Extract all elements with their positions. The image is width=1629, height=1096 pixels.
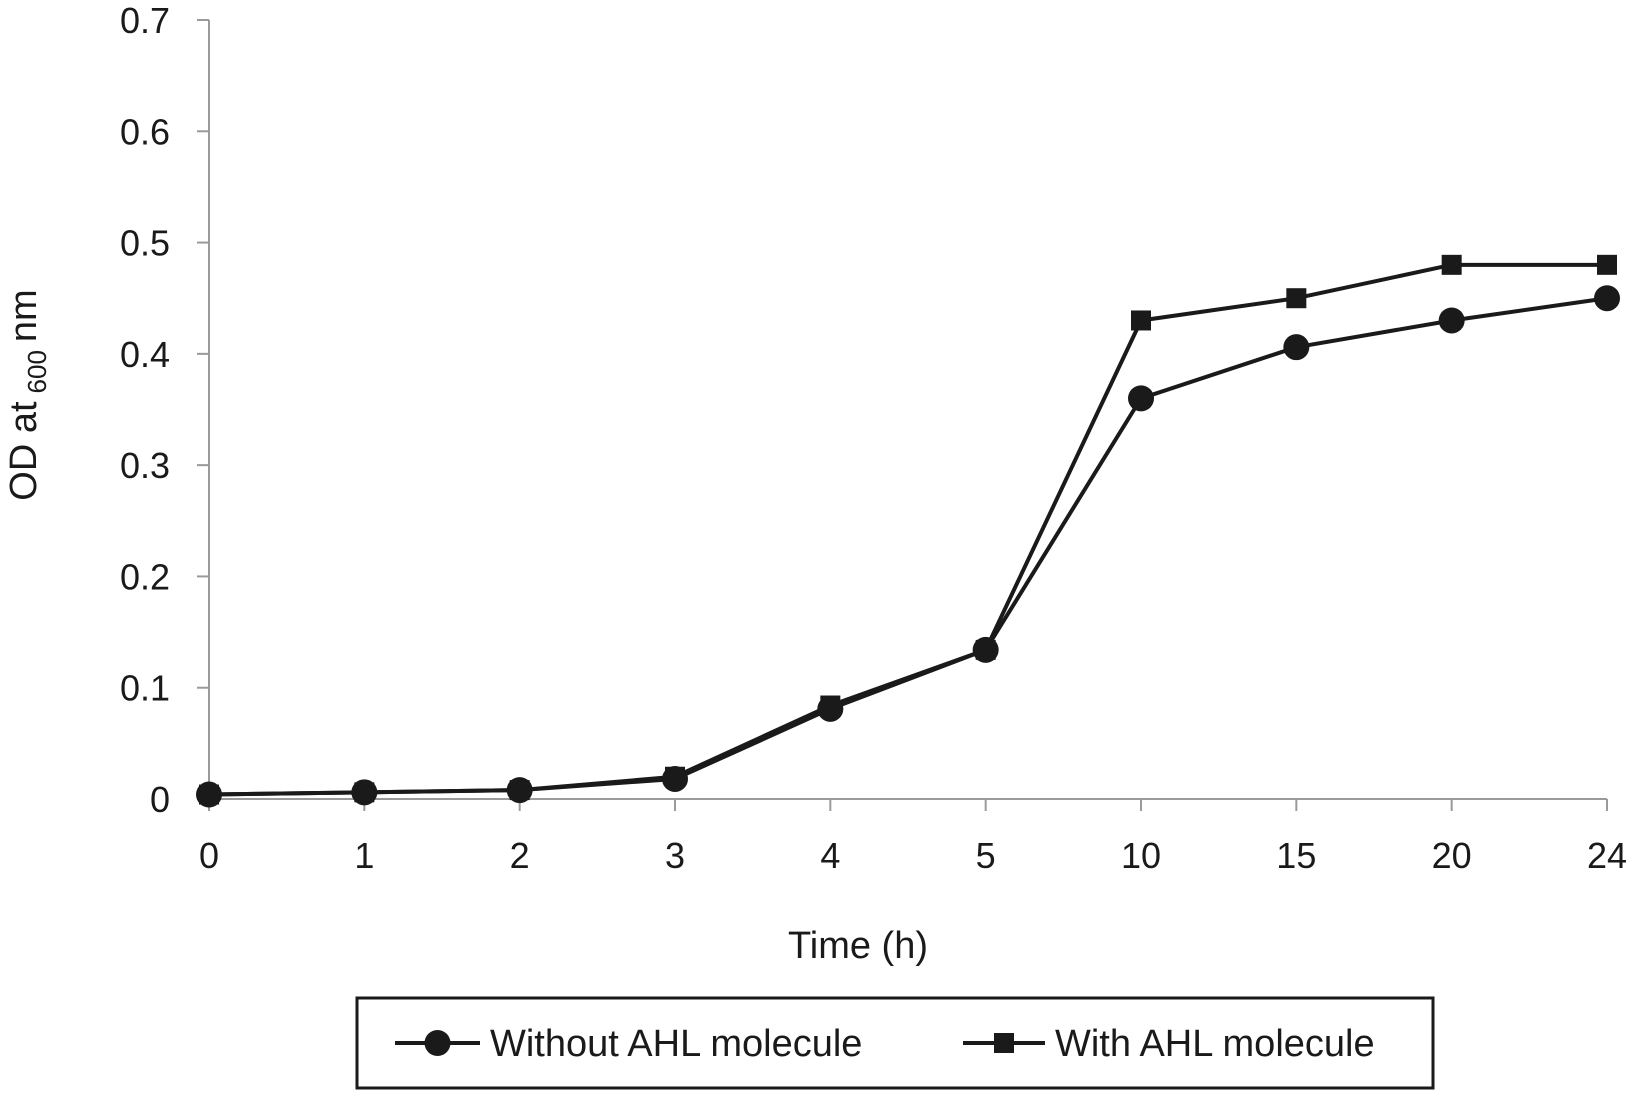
y-axis-ticks: 0 0.1 0.2 0.3 0.4 0.5 0.6 0.7	[120, 0, 209, 820]
y-tick-label: 0.7	[120, 0, 170, 41]
y-tick-label: 0.4	[120, 334, 170, 375]
legend: Without AHL molecule With AHL molecule	[355, 996, 1435, 1090]
x-tick-label: 10	[1121, 835, 1161, 876]
y-tick-label: 0.3	[120, 445, 170, 486]
data-point-without-ahl	[196, 781, 222, 808]
data-point-without-ahl	[1128, 385, 1154, 412]
x-tick-label: 5	[976, 835, 996, 876]
data-point-without-ahl	[351, 779, 378, 806]
data-point-without-ahl	[1283, 334, 1310, 361]
x-tick-label: 0	[199, 835, 219, 876]
legend-box	[355, 996, 1435, 1090]
y-axis-title-prefix: OD at	[3, 401, 45, 501]
data-point-without-ahl	[1594, 285, 1620, 312]
y-tick-label: 0.6	[120, 111, 170, 152]
data-point-without-ahl	[506, 777, 533, 804]
x-tick-label: 1	[354, 835, 374, 876]
data-point-with-ahl	[1597, 254, 1617, 275]
data-point-with-ahl	[1131, 310, 1151, 331]
data-point-without-ahl	[972, 636, 999, 663]
x-tick-label: 20	[1432, 835, 1472, 876]
y-axis-title-subscript: 600	[22, 350, 52, 393]
data-point-with-ahl	[1441, 254, 1462, 275]
data-point-with-ahl	[1286, 288, 1307, 309]
legend-label-without-ahl: Without AHL molecule	[490, 1023, 862, 1065]
y-axis-title-suffix: nm	[3, 289, 45, 342]
x-tick-label: 2	[510, 835, 530, 876]
x-axis-ticks: 0 1 2 3 4 5 10 15 20 24	[199, 799, 1627, 876]
data-point-without-ahl	[1438, 307, 1465, 334]
x-axis-title: Time (h)	[788, 925, 928, 967]
y-tick-label: 0.2	[120, 556, 170, 597]
x-tick-label: 3	[665, 835, 685, 876]
y-tick-label: 0.1	[120, 668, 170, 709]
series-lines	[208, 262, 1608, 797]
axes	[208, 20, 1607, 800]
legend-entries: Without AHL molecule With AHL molecule	[395, 1023, 1375, 1065]
legend-marker-without-ahl	[424, 1030, 451, 1056]
data-point-without-ahl	[817, 695, 844, 722]
y-tick-label: 0	[150, 779, 170, 820]
y-axis-title: OD at 600 nm	[3, 289, 52, 500]
series-markers	[196, 254, 1620, 808]
legend-label-with-ahl: With AHL molecule	[1055, 1023, 1375, 1065]
data-point-without-ahl	[662, 765, 688, 792]
legend-marker-with-ahl	[994, 1033, 1014, 1053]
x-tick-label: 15	[1276, 835, 1316, 876]
x-tick-label: 4	[820, 835, 840, 876]
series-line-with-ahl	[208, 262, 1607, 797]
series-line-without-ahl	[208, 296, 1608, 797]
y-tick-label: 0.5	[120, 223, 170, 264]
x-tick-label: 24	[1587, 835, 1627, 876]
